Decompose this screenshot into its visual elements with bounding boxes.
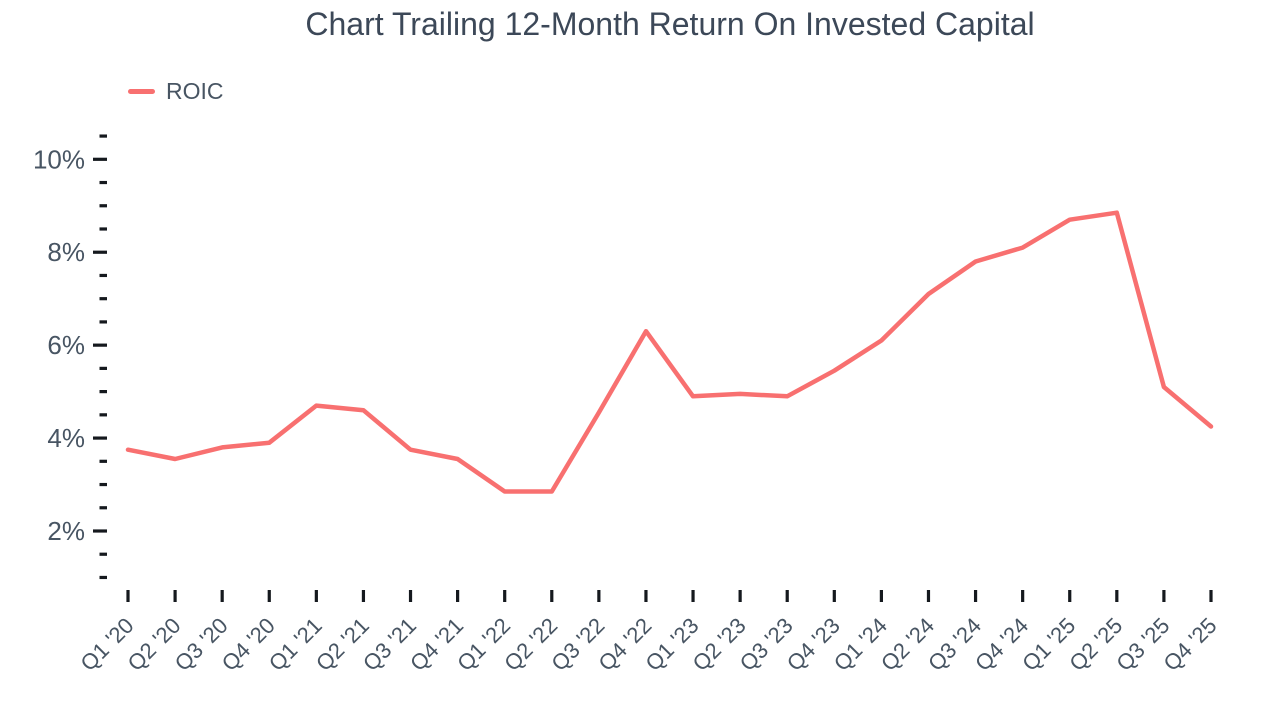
x-axis-tick-label: Q1 '21 bbox=[264, 613, 327, 676]
y-axis-tick-label: 8% bbox=[47, 237, 85, 267]
legend-label: ROIC bbox=[166, 78, 224, 104]
x-axis-tick-label: Q3 '22 bbox=[546, 613, 609, 676]
x-axis-tick-label: Q3 '24 bbox=[923, 613, 986, 676]
x-axis-tick-label: Q4 '24 bbox=[970, 613, 1033, 676]
x-axis-tick-label: Q1 '25 bbox=[1017, 613, 1080, 676]
x-axis-tick-label: Q1 '22 bbox=[452, 613, 515, 676]
x-axis-tick-label: Q2 '23 bbox=[688, 613, 751, 676]
x-axis-tick-label: Q3 '21 bbox=[358, 613, 421, 676]
x-axis-tick-label: Q3 '20 bbox=[170, 613, 233, 676]
y-axis-tick-label: 4% bbox=[47, 423, 85, 453]
x-axis-tick-label: Q4 '20 bbox=[217, 613, 280, 676]
x-axis-tick-label: Q2 '20 bbox=[123, 613, 186, 676]
x-axis-tick-label: Q4 '23 bbox=[782, 613, 845, 676]
x-axis-tick-label: Q1 '23 bbox=[641, 613, 704, 676]
y-axis-tick-label: 10% bbox=[33, 144, 85, 174]
x-axis-tick-label: Q1 '20 bbox=[76, 613, 139, 676]
x-axis-tick-label: Q3 '25 bbox=[1111, 613, 1174, 676]
x-axis-tick-label: Q2 '21 bbox=[311, 613, 374, 676]
y-axis-tick-label: 2% bbox=[47, 516, 85, 546]
x-axis-tick-label: Q2 '22 bbox=[499, 613, 562, 676]
y-axis-tick-label: 6% bbox=[47, 330, 85, 360]
legend-line-swatch bbox=[128, 89, 155, 94]
x-axis-tick-label: Q4 '22 bbox=[593, 613, 656, 676]
x-axis-tick-label: Q2 '24 bbox=[876, 613, 939, 676]
x-axis-tick-label: Q2 '25 bbox=[1064, 613, 1127, 676]
x-axis-tick-label: Q3 '23 bbox=[735, 613, 798, 676]
x-axis-tick-label: Q4 '25 bbox=[1159, 613, 1222, 676]
x-axis-tick-label: Q1 '24 bbox=[829, 613, 892, 676]
x-axis-tick-label: Q4 '21 bbox=[405, 613, 468, 676]
roic-line bbox=[125, 210, 1214, 494]
chart-title: Chart Trailing 12-Month Return On Invest… bbox=[305, 6, 1035, 42]
legend: ROIC bbox=[128, 78, 224, 105]
